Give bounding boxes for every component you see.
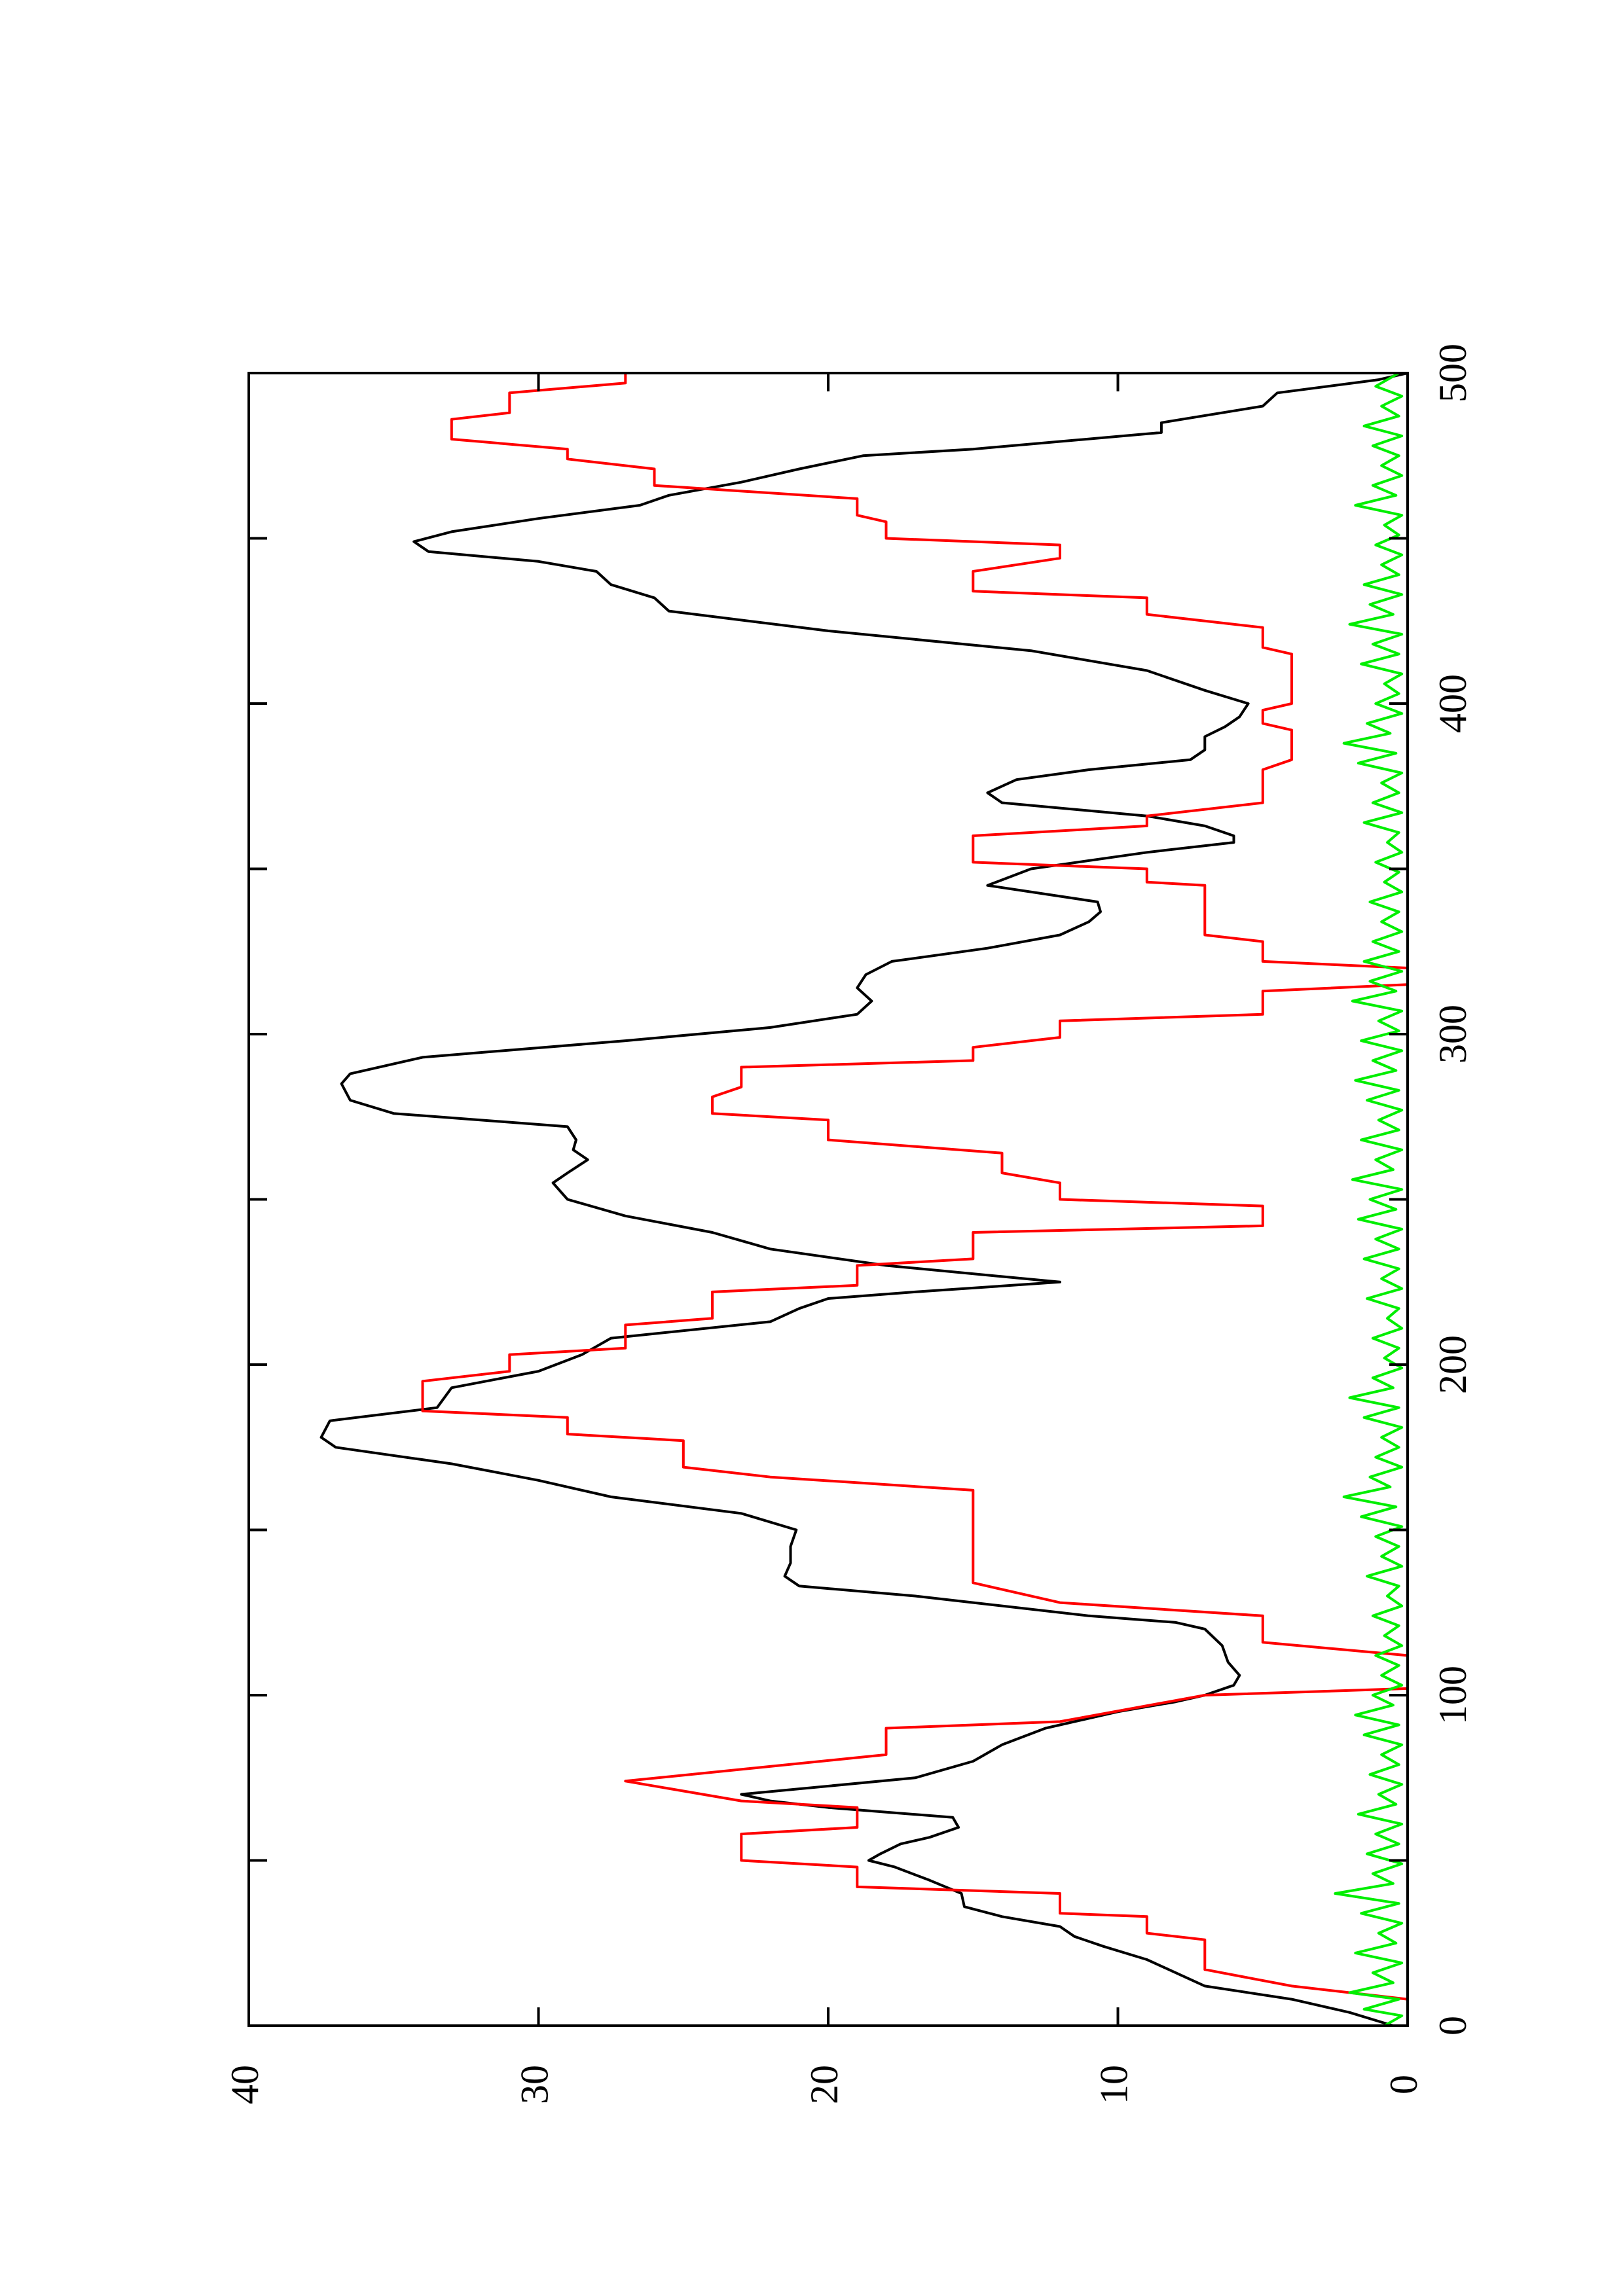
y-tick-label: 0 — [1382, 2075, 1425, 2094]
y-tick-label: 10 — [1092, 2065, 1135, 2104]
x-tick-label: 0 — [1431, 2016, 1474, 2036]
y-tick-label: 40 — [223, 2065, 266, 2104]
x-tick-label: 500 — [1431, 344, 1474, 403]
y-tick-label: 30 — [513, 2065, 556, 2104]
x-tick-label: 100 — [1431, 1666, 1474, 1725]
tick-layer — [247, 372, 1409, 2027]
series-layer — [319, 372, 1409, 2027]
tick-label-layer: 0 100 200 300 400 500 0 10 20 30 40 — [223, 344, 1474, 2104]
series-line-2 — [421, 373, 1409, 2026]
series-line-3 — [1334, 372, 1404, 2027]
y-tick-label: 20 — [803, 2065, 846, 2104]
x-tick-label: 200 — [1431, 1335, 1474, 1394]
x-tick-label: 300 — [1431, 1005, 1474, 1064]
series-line-1 — [319, 372, 1408, 2027]
x-tick-label: 400 — [1431, 674, 1474, 733]
